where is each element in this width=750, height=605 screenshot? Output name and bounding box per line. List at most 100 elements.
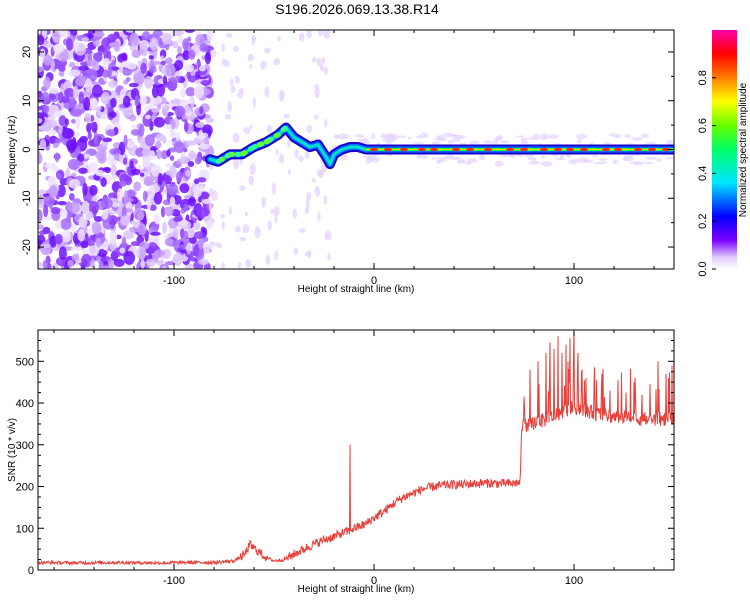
noise-blob: [221, 262, 226, 269]
noise-blob: [204, 52, 212, 65]
ridge-peak: [252, 144, 259, 150]
noise-blob: [162, 75, 168, 85]
noise-blob: [612, 159, 618, 164]
noise-blob: [252, 96, 256, 109]
noise-blob: [442, 132, 455, 138]
tone-peak: [400, 147, 408, 152]
tone-peak: [662, 147, 670, 152]
noise-blob: [183, 230, 189, 240]
noise-blob: [38, 208, 43, 223]
noise-blob: [166, 183, 179, 195]
snr-y-tick-label: 300: [16, 440, 34, 452]
noise-blob: [87, 131, 92, 140]
noise-blob: [327, 252, 331, 261]
spectrogram-x-label: Height of straight line (km): [298, 284, 415, 295]
colorbar-tick-label: 0.8: [697, 70, 709, 85]
noise-blob: [354, 134, 363, 138]
noise-blob: [202, 198, 212, 204]
noise-blob: [88, 69, 98, 82]
colorbar-tick-label: 0.4: [697, 166, 709, 181]
noise-blob: [145, 114, 151, 120]
noise-blob: [68, 69, 81, 77]
noise-blob: [67, 259, 74, 268]
noise-blob: [183, 203, 189, 212]
noise-blob: [293, 247, 298, 256]
spectrogram-x-tick-label: 0: [371, 275, 377, 287]
noise-blob: [323, 30, 331, 39]
noise-blob: [69, 109, 82, 117]
noise-blob: [126, 190, 136, 198]
noise-blob: [323, 195, 327, 205]
noise-blob: [118, 65, 124, 73]
noise-blob: [73, 38, 79, 53]
noise-blob: [307, 249, 312, 259]
snr-panel: -100 0 100 0 100 200 300 400 500 Height of stra…: [7, 329, 675, 595]
noise-blob: [139, 95, 148, 106]
noise-blob: [38, 230, 47, 235]
noise-blob: [68, 178, 81, 189]
noise-blob: [248, 64, 253, 69]
noise-blob: [226, 33, 233, 38]
noise-blob: [102, 71, 109, 78]
noise-blob: [142, 215, 147, 227]
noise-blob: [39, 48, 46, 59]
noise-blob: [54, 233, 63, 245]
noise-blob: [134, 94, 140, 107]
noise-blob: [571, 158, 579, 163]
noise-blob: [95, 169, 105, 177]
noise-blob: [187, 161, 195, 168]
noise-blob: [249, 163, 256, 176]
noise-blob: [171, 119, 176, 130]
noise-blob: [164, 206, 174, 217]
noise-blob: [298, 155, 304, 162]
noise-blob: [47, 129, 57, 136]
noise-blob: [53, 43, 65, 54]
noise-blob: [125, 30, 138, 33]
noise-blob: [319, 63, 325, 72]
noise-blob: [80, 240, 89, 249]
noise-blob: [92, 32, 105, 37]
snr-y-tick-label: 400: [16, 398, 34, 410]
noise-blob: [123, 230, 135, 240]
noise-blob: [431, 157, 437, 160]
noise-blob: [161, 32, 172, 45]
noise-blob: [77, 153, 85, 162]
noise-blob: [482, 140, 495, 144]
noise-blob: [39, 138, 47, 151]
spectrogram-x-ticks: -100 0 100: [53, 30, 655, 287]
noise-blob: [161, 265, 167, 269]
noise-blob: [101, 240, 109, 251]
noise-blob: [164, 237, 174, 247]
noise-blob: [232, 158, 240, 170]
tone-peak: [506, 147, 514, 152]
noise-blob: [198, 237, 204, 250]
noise-blob: [323, 66, 328, 75]
tone-peak: [634, 147, 642, 152]
noise-blob: [266, 124, 273, 134]
noise-blob: [175, 131, 181, 142]
noise-blob: [148, 55, 155, 60]
noise-blob: [81, 253, 92, 268]
noise-blob: [174, 60, 184, 71]
noise-blob: [245, 258, 252, 269]
ridge-peak: [273, 133, 280, 139]
noise-blob: [306, 30, 312, 39]
noise-blob: [90, 97, 99, 109]
noise-blob: [140, 62, 147, 74]
noise-blob: [177, 45, 182, 56]
noise-blob: [147, 185, 156, 199]
noise-blob: [527, 156, 536, 161]
noise-blob: [541, 137, 547, 141]
noise-blob: [185, 87, 196, 97]
noise-blob: [42, 260, 49, 269]
ridge-peak: [281, 125, 288, 131]
noise-blob: [184, 30, 196, 33]
noise-blob: [180, 87, 186, 98]
noise-blob: [318, 30, 324, 37]
noise-blob: [172, 253, 183, 267]
noise-blob: [169, 155, 175, 161]
noise-blob: [108, 63, 113, 77]
noise-blob: [416, 135, 423, 139]
noise-blob: [198, 259, 210, 265]
tone-peak: [384, 147, 392, 152]
